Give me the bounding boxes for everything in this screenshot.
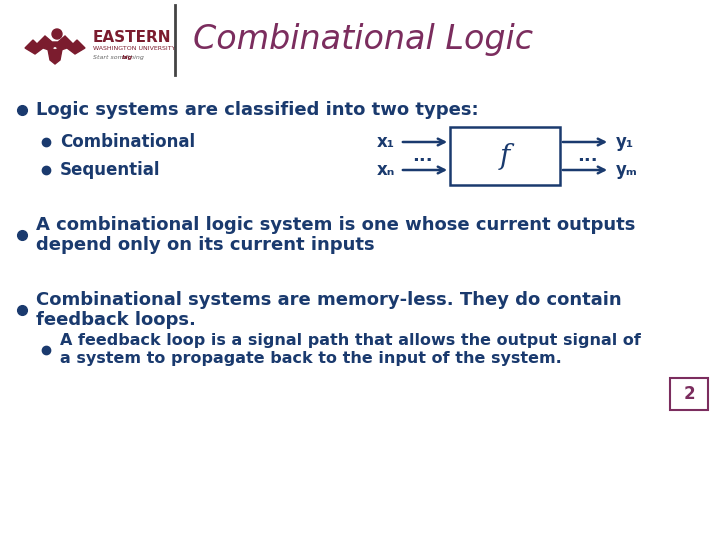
Text: Combinational Logic: Combinational Logic [193, 24, 533, 57]
Text: WASHINGTON UNIVERSITY: WASHINGTON UNIVERSITY [93, 45, 176, 51]
Text: EASTERN: EASTERN [93, 30, 171, 45]
Text: depend only on its current inputs: depend only on its current inputs [36, 236, 374, 254]
Text: Start something: Start something [93, 56, 146, 60]
Text: ...: ... [577, 147, 598, 165]
Text: A combinational logic system is one whose current outputs: A combinational logic system is one whos… [36, 216, 635, 234]
Circle shape [52, 29, 62, 39]
Text: xₙ: xₙ [377, 161, 395, 179]
Text: ...: ... [412, 147, 432, 165]
Text: A feedback loop is a signal path that allows the output signal of: A feedback loop is a signal path that al… [60, 334, 641, 348]
Text: 2: 2 [683, 385, 695, 403]
Text: Logic systems are classified into two types:: Logic systems are classified into two ty… [36, 101, 479, 119]
Polygon shape [47, 44, 63, 64]
Text: big: big [122, 56, 133, 60]
Text: x₁: x₁ [377, 133, 395, 151]
Text: Combinational systems are memory-less. They do contain: Combinational systems are memory-less. T… [36, 291, 621, 309]
Text: y₁: y₁ [616, 133, 634, 151]
Text: f: f [500, 143, 510, 170]
Text: feedback loops.: feedback loops. [36, 311, 196, 329]
Polygon shape [25, 36, 85, 54]
Bar [670, 378, 708, 410]
Text: Combinational: Combinational [60, 133, 195, 151]
Text: yₘ: yₘ [616, 161, 638, 179]
Bar [450, 127, 560, 185]
Text: Sequential: Sequential [60, 161, 161, 179]
Text: a system to propagate back to the input of the system.: a system to propagate back to the input … [60, 352, 562, 367]
